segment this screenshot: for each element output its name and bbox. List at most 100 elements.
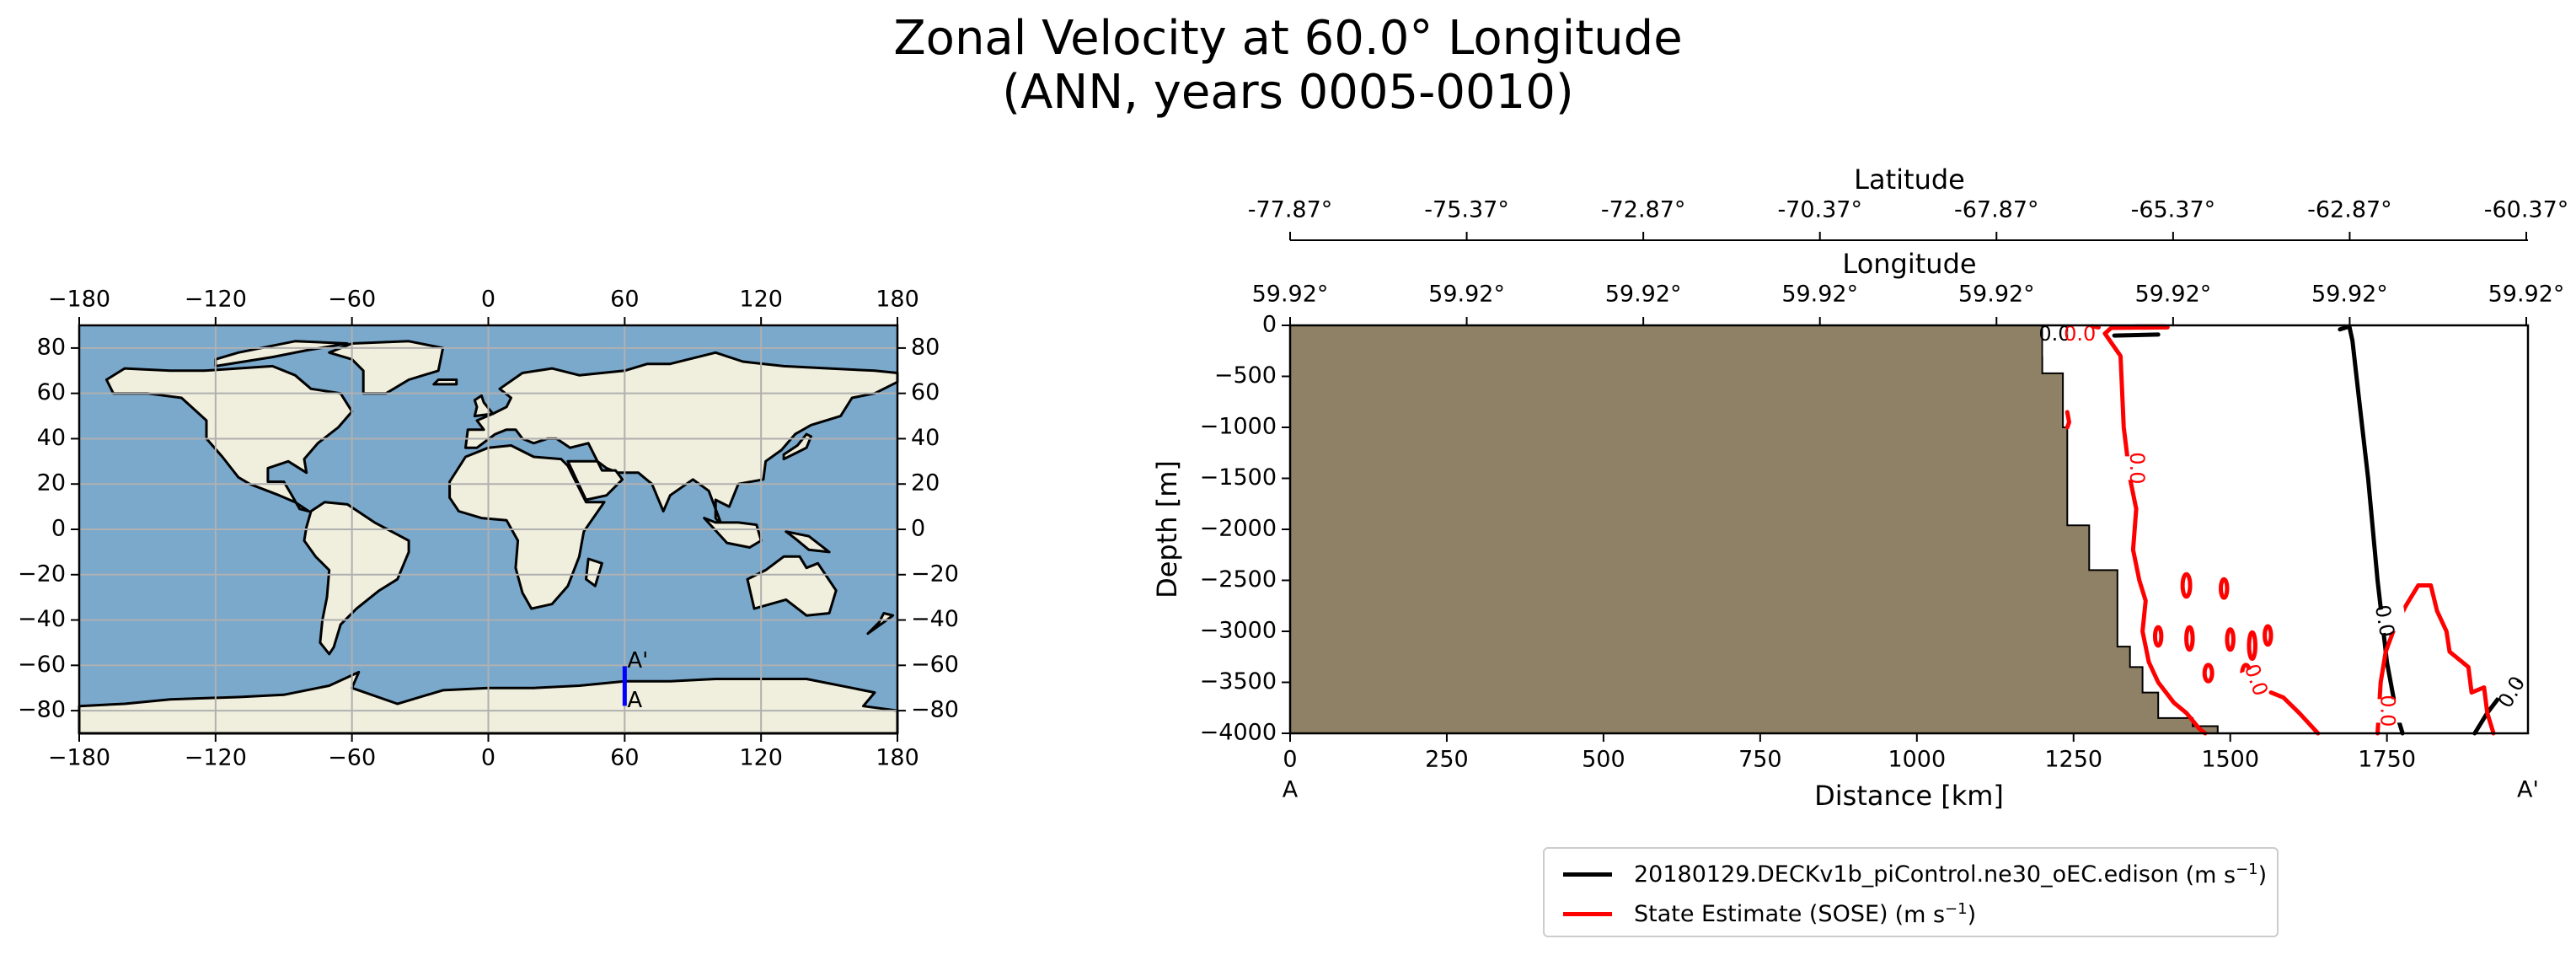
section-ytick-label: −2500 [1200,566,1277,593]
contour-line [2375,583,2496,736]
contour-series-1 [2065,324,2496,736]
lon-axis-tick-label: 59.92° [1781,282,1858,308]
lon-axis-label: Longitude [1842,248,1976,280]
section-ytick-label: −2000 [1200,516,1277,542]
contour-label: 0.0 [2125,452,2149,484]
map-xtick-label-bottom: 180 [876,745,919,771]
section-ytick-label: −1500 [1200,464,1277,491]
lon-axis-tick-label: 59.92° [2488,282,2565,308]
map-xtick-label-bottom: 60 [610,745,639,771]
map-xtick-label-bottom: −180 [48,745,110,771]
lat-axis-tick-label: -77.87° [1248,197,1333,223]
map-xtick-label-bottom: 120 [739,745,783,771]
section-xtick-label: 500 [1582,747,1625,773]
map-land-greenland [328,340,445,395]
section-xtick-label: 0 [1283,747,1297,773]
map-ytick-label-right: −20 [911,561,959,587]
transect-start-label: A [627,688,642,713]
legend-line-black [1563,872,1612,877]
map-ytick-label-left: −80 [18,697,66,723]
map-xtick-label-top: −60 [328,287,376,313]
map-ytick-label-right: −80 [911,697,959,723]
contour-closed [2247,630,2257,662]
contour-closed [2202,663,2215,684]
map-land-arabia [566,459,624,502]
transect-end-label: A' [627,648,648,673]
contour-closed [2263,624,2273,647]
contour-label-bg [2114,456,2159,480]
lat-axis-tick-label: -72.87° [1601,197,1686,223]
lat-axis-tick-label: -67.87° [1954,197,2039,223]
legend: 20180129.DECKv1b_piControl.ne30_oEC.edis… [1543,847,2279,937]
map-ytick-label-left: 60 [37,379,66,405]
map-ytick-label-right: −40 [911,606,959,632]
map-ytick-label-left: 20 [37,470,66,496]
map-xtick-label-top: 60 [610,287,639,313]
contour-closed [2184,625,2195,652]
bathymetry [1289,325,2219,734]
legend-line-red [1563,911,1612,916]
contour-label-bg [2068,312,2092,357]
section-ytick-label: 0 [1262,312,1277,338]
map-ytick-label-left: 0 [51,516,66,542]
lon-axis-tick-label: 59.92° [1605,282,1682,308]
lat-axis-tick-label: -75.37° [1424,197,1509,223]
map-xtick-label-bottom: −120 [185,745,247,771]
section-xtick-label: 1750 [2358,747,2416,773]
map-xtick-label-top: 0 [481,287,495,313]
contour-line [2102,325,2208,736]
contour-line [2338,324,2405,736]
lat-axis-tick-label: -70.37° [1777,197,1862,223]
map-ytick-label-left: −20 [18,561,66,587]
map-ytick-label-left: −40 [18,606,66,632]
map-xtick-label-bottom: 0 [481,745,495,771]
lon-axis-tick-label: 59.92° [1428,282,1505,308]
section-xlabel: Distance [km] [1814,780,2004,812]
contour-label-bg [2487,671,2537,714]
legend-unit-sose: (m s−1) [1894,899,1977,928]
section-ylabel: Depth [m] [1151,460,1183,598]
map-ytick-label-left: 40 [37,425,66,451]
map-ytick-label-right: 40 [911,425,940,451]
contour-label: 0.0 [2370,603,2399,638]
map-xtick-label-bottom: −60 [328,745,376,771]
map-xtick-label-top: 120 [739,287,783,313]
contour-series-0 [2112,324,2521,736]
lat-axis-tick-label: -60.37° [2484,197,2569,223]
contour-closed [2225,627,2236,652]
map-ytick-label-right: 80 [911,334,940,360]
contour-closed [2180,571,2193,599]
section-xtick-label: 750 [1738,747,1782,773]
map-land-south-america [303,501,410,656]
map-ytick-label-left: 80 [37,334,66,360]
lat-axis-label: Latitude [1854,164,1965,196]
legend-label-model: 20180129.DECKv1b_piControl.ne30_oEC.edis… [1634,861,2179,888]
map-land-madagascar [585,557,603,587]
legend-label-sose: State Estimate (SOSE) [1634,900,1888,927]
map-xtick-label-top: −180 [48,287,110,313]
figure-title-line2: (ANN, years 0005-0010) [1002,65,1574,120]
map-land [78,340,899,735]
section-xtick-label: 250 [1425,747,1469,773]
lon-axis-tick-label: 59.92° [1958,282,2035,308]
lon-axis-tick-label: 59.92° [2134,282,2211,308]
map-land-new-zealand [866,612,895,636]
map-xtick-label-top: 180 [876,287,919,313]
contour-label-bg [2359,605,2407,637]
section-ytick-label: −3500 [1200,668,1277,695]
map-gridlines [79,325,897,733]
section-ytick-label: −500 [1214,362,1277,389]
lat-axis-tick-label: -62.87° [2307,197,2392,223]
endpoint-end-label: A' [2517,777,2539,803]
contour-label: 0.0 [2376,695,2400,727]
contour-label-bg [2231,662,2280,700]
map-ytick-label-right: 20 [911,470,940,496]
contour-closed [2152,625,2164,648]
legend-entry-model: 20180129.DECKv1b_piControl.ne30_oEC.edis… [1563,857,2267,891]
map-land-iceland [432,378,458,386]
lon-axis-tick-label: 59.92° [1252,282,1329,308]
contour-label-bg [2043,312,2067,357]
endpoint-start-label: A [1283,777,1299,803]
section-ytick-label: −1000 [1200,414,1277,440]
